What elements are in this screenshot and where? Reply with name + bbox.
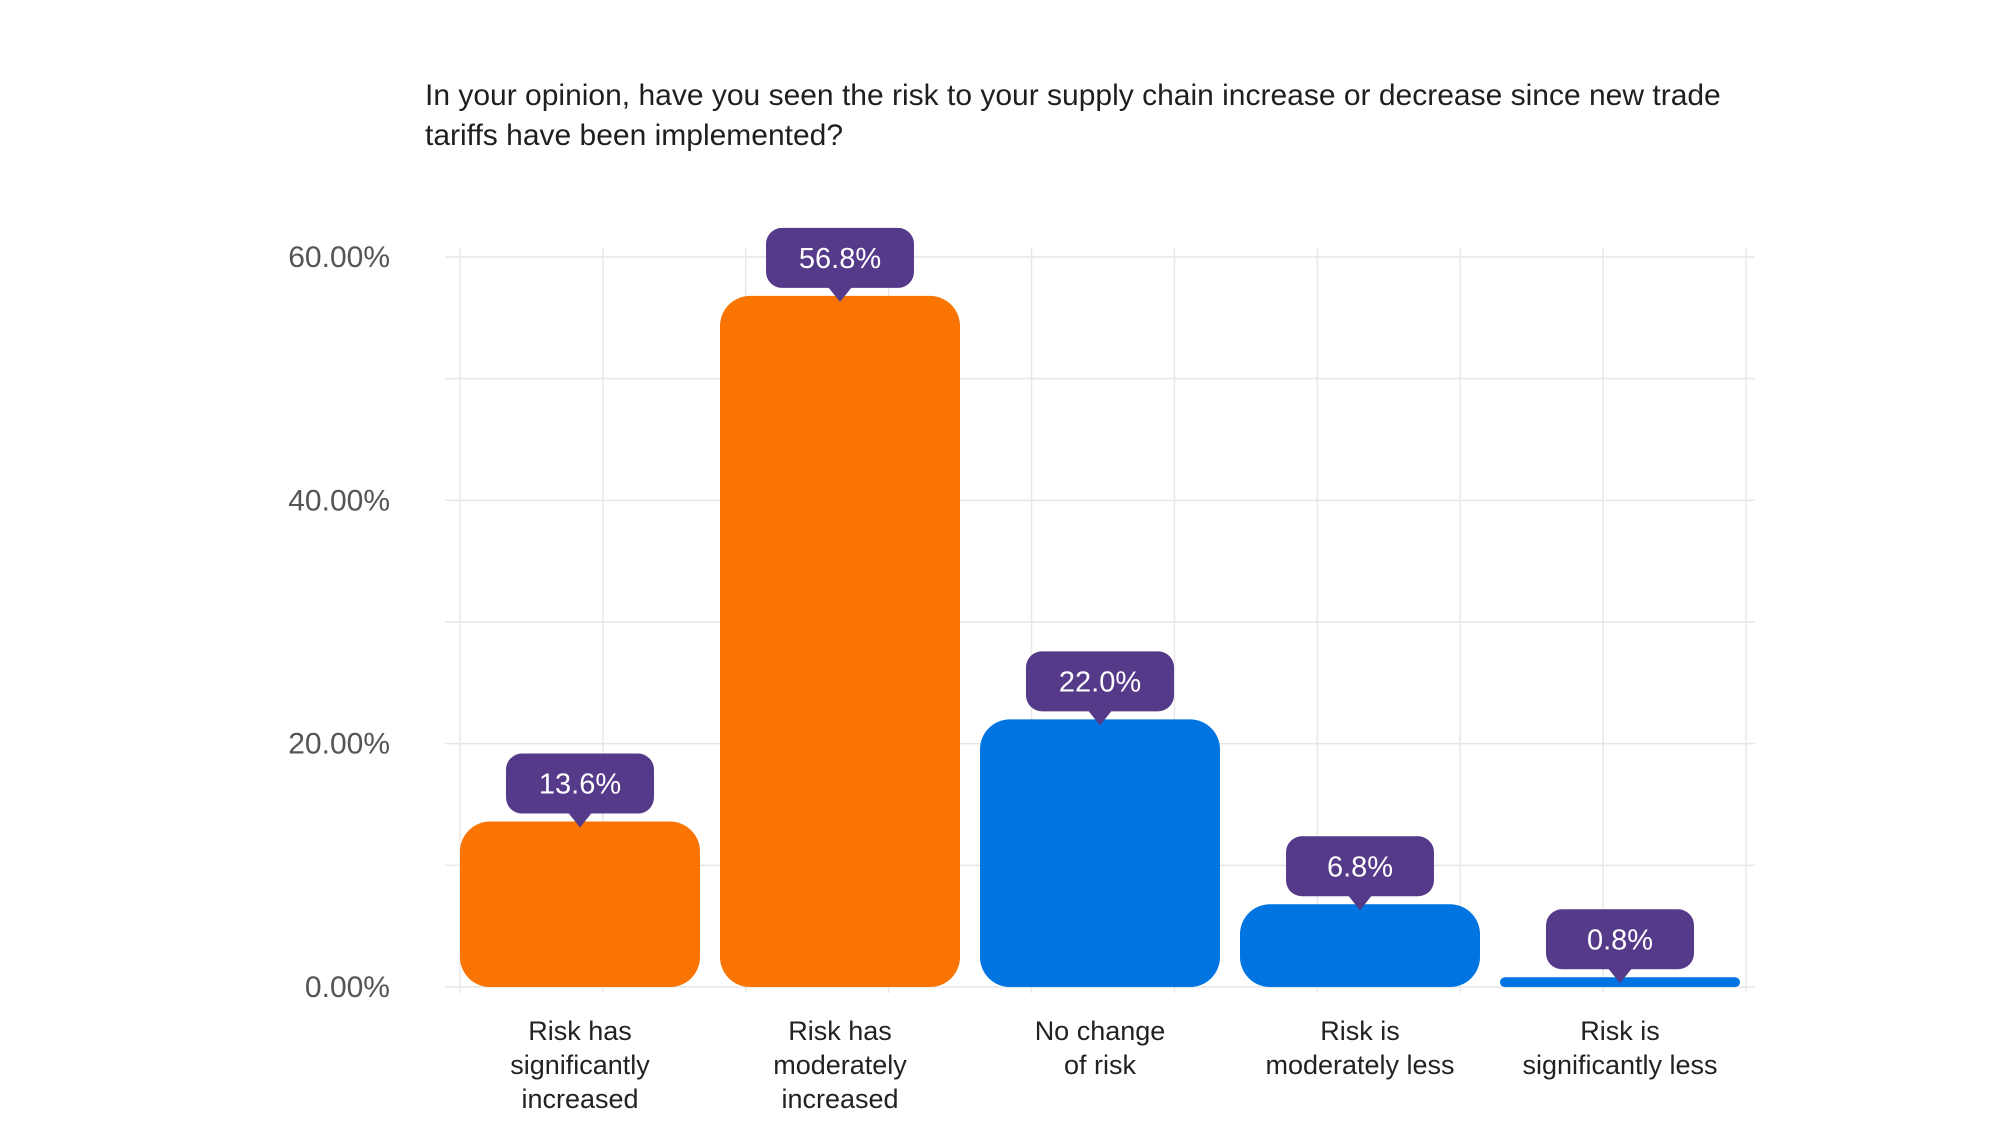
y-axis-tick-labels: 0.00% 20.00% 40.00% 60.00% — [288, 241, 390, 1004]
data-label-pointer — [1088, 710, 1112, 726]
category-label-line: increased — [781, 1084, 898, 1114]
data-label-pointer — [568, 812, 592, 828]
data-labels: 13.6% 56.8% 22.0% 6.8% 0.8% — [506, 227, 1694, 984]
data-label: 13.6% — [539, 769, 621, 801]
data-label-pointer — [1348, 895, 1372, 911]
data-label-bubble: 22.0% — [1026, 651, 1174, 726]
y-tick-label: 60.00% — [288, 241, 390, 274]
data-label-bubble: 6.8% — [1286, 836, 1434, 911]
chart-title: In your opinion, have you seen the risk … — [425, 79, 1721, 152]
category-labels: Risk has significantly increased Risk has mo… — [510, 1016, 1717, 1114]
data-label: 6.8% — [1327, 851, 1393, 883]
category-label: Risk has moderately increased — [773, 1016, 907, 1114]
data-label: 22.0% — [1059, 666, 1141, 698]
bar — [980, 719, 1220, 987]
bar — [720, 295, 960, 987]
category-label-line: Risk has — [788, 1016, 892, 1046]
bar — [1240, 904, 1480, 987]
category-label-line: moderately — [773, 1050, 907, 1080]
category-label-line: significantly — [510, 1050, 650, 1080]
data-label-pointer — [828, 286, 852, 302]
category-label-line: Risk is — [1320, 1016, 1400, 1046]
category-label-line: significantly less — [1522, 1050, 1717, 1080]
y-tick-label: 20.00% — [288, 728, 390, 761]
category-label-line: Risk is — [1580, 1016, 1660, 1046]
y-tick-label: 0.00% — [305, 971, 390, 1004]
data-label-box — [1026, 651, 1174, 712]
category-label: No change of risk — [1035, 1016, 1166, 1080]
category-label: Risk has significantly increased — [510, 1016, 650, 1114]
bars — [460, 295, 1740, 987]
category-label: Risk is significantly less — [1522, 1016, 1717, 1080]
category-label-line: moderately less — [1265, 1050, 1454, 1080]
data-label-pointer — [1608, 968, 1632, 984]
category-label-line: of risk — [1064, 1050, 1137, 1080]
category-label-line: No change — [1035, 1016, 1166, 1046]
data-label: 0.8% — [1587, 924, 1653, 956]
category-label-line: Risk has — [528, 1016, 632, 1046]
data-label: 56.8% — [799, 243, 881, 275]
data-label-box — [506, 753, 654, 814]
data-label-bubble: 13.6% — [506, 753, 654, 828]
data-label-box — [766, 227, 914, 288]
data-label-box — [1546, 909, 1694, 970]
data-label-box — [1286, 836, 1434, 897]
data-label-bubble: 56.8% — [766, 227, 914, 302]
bar — [460, 821, 700, 987]
category-label: Risk is moderately less — [1265, 1016, 1454, 1080]
data-label-bubble: 0.8% — [1546, 909, 1694, 984]
y-tick-label: 40.00% — [288, 484, 390, 517]
category-label-line: increased — [521, 1084, 638, 1114]
